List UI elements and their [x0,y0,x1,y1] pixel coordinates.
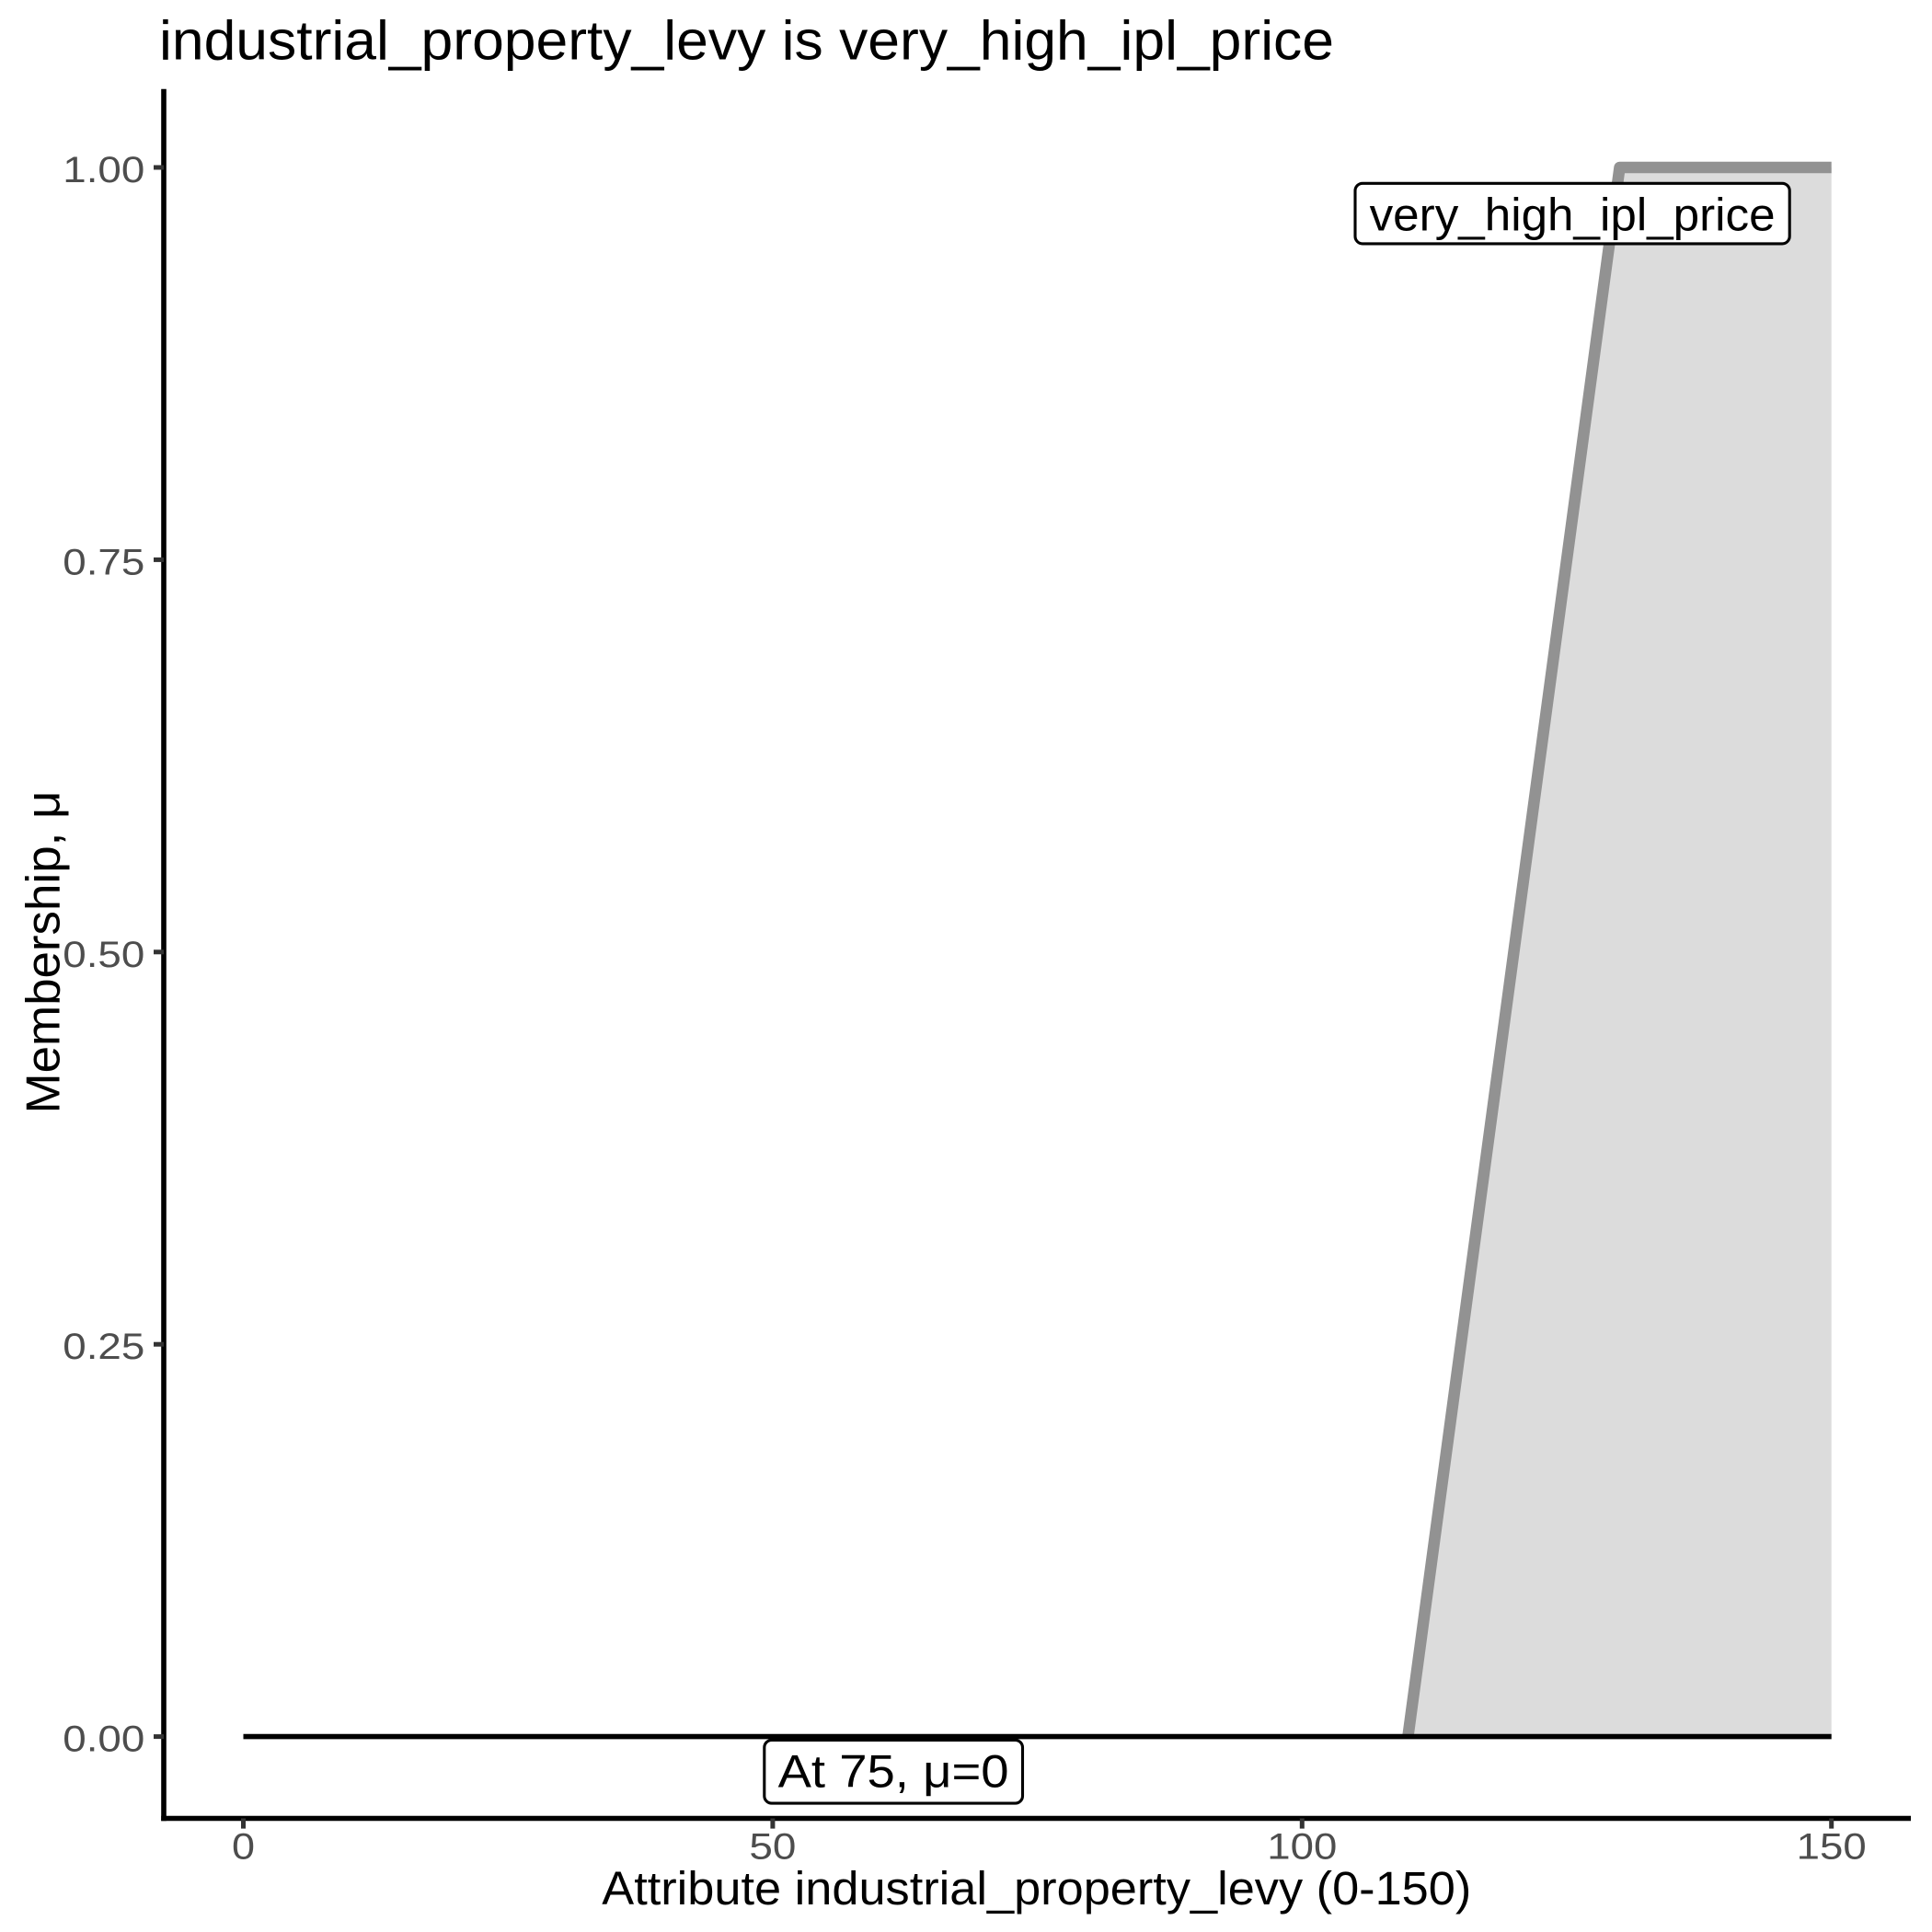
svg-text:0.50: 0.50 [63,935,144,975]
svg-text:50: 50 [749,1827,796,1868]
svg-text:0: 0 [232,1827,255,1868]
svg-text:Membership, μ: Membership, μ [17,791,71,1114]
svg-text:0.75: 0.75 [63,542,144,582]
svg-text:150: 150 [1797,1827,1867,1868]
svg-text:very_high_ipl_price: very_high_ipl_price [1370,189,1776,240]
svg-text:industrial_property_levy is ve: industrial_property_levy is very_high_ip… [159,10,1334,72]
svg-text:At 75, μ=0: At 75, μ=0 [778,1746,1009,1798]
svg-text:0.00: 0.00 [63,1719,144,1760]
svg-text:Attribute industrial_property_: Attribute industrial_property_levy (0-15… [602,1862,1471,1915]
svg-text:1.00: 1.00 [63,150,144,190]
svg-text:0.25: 0.25 [63,1327,144,1367]
svg-text:100: 100 [1267,1827,1337,1868]
